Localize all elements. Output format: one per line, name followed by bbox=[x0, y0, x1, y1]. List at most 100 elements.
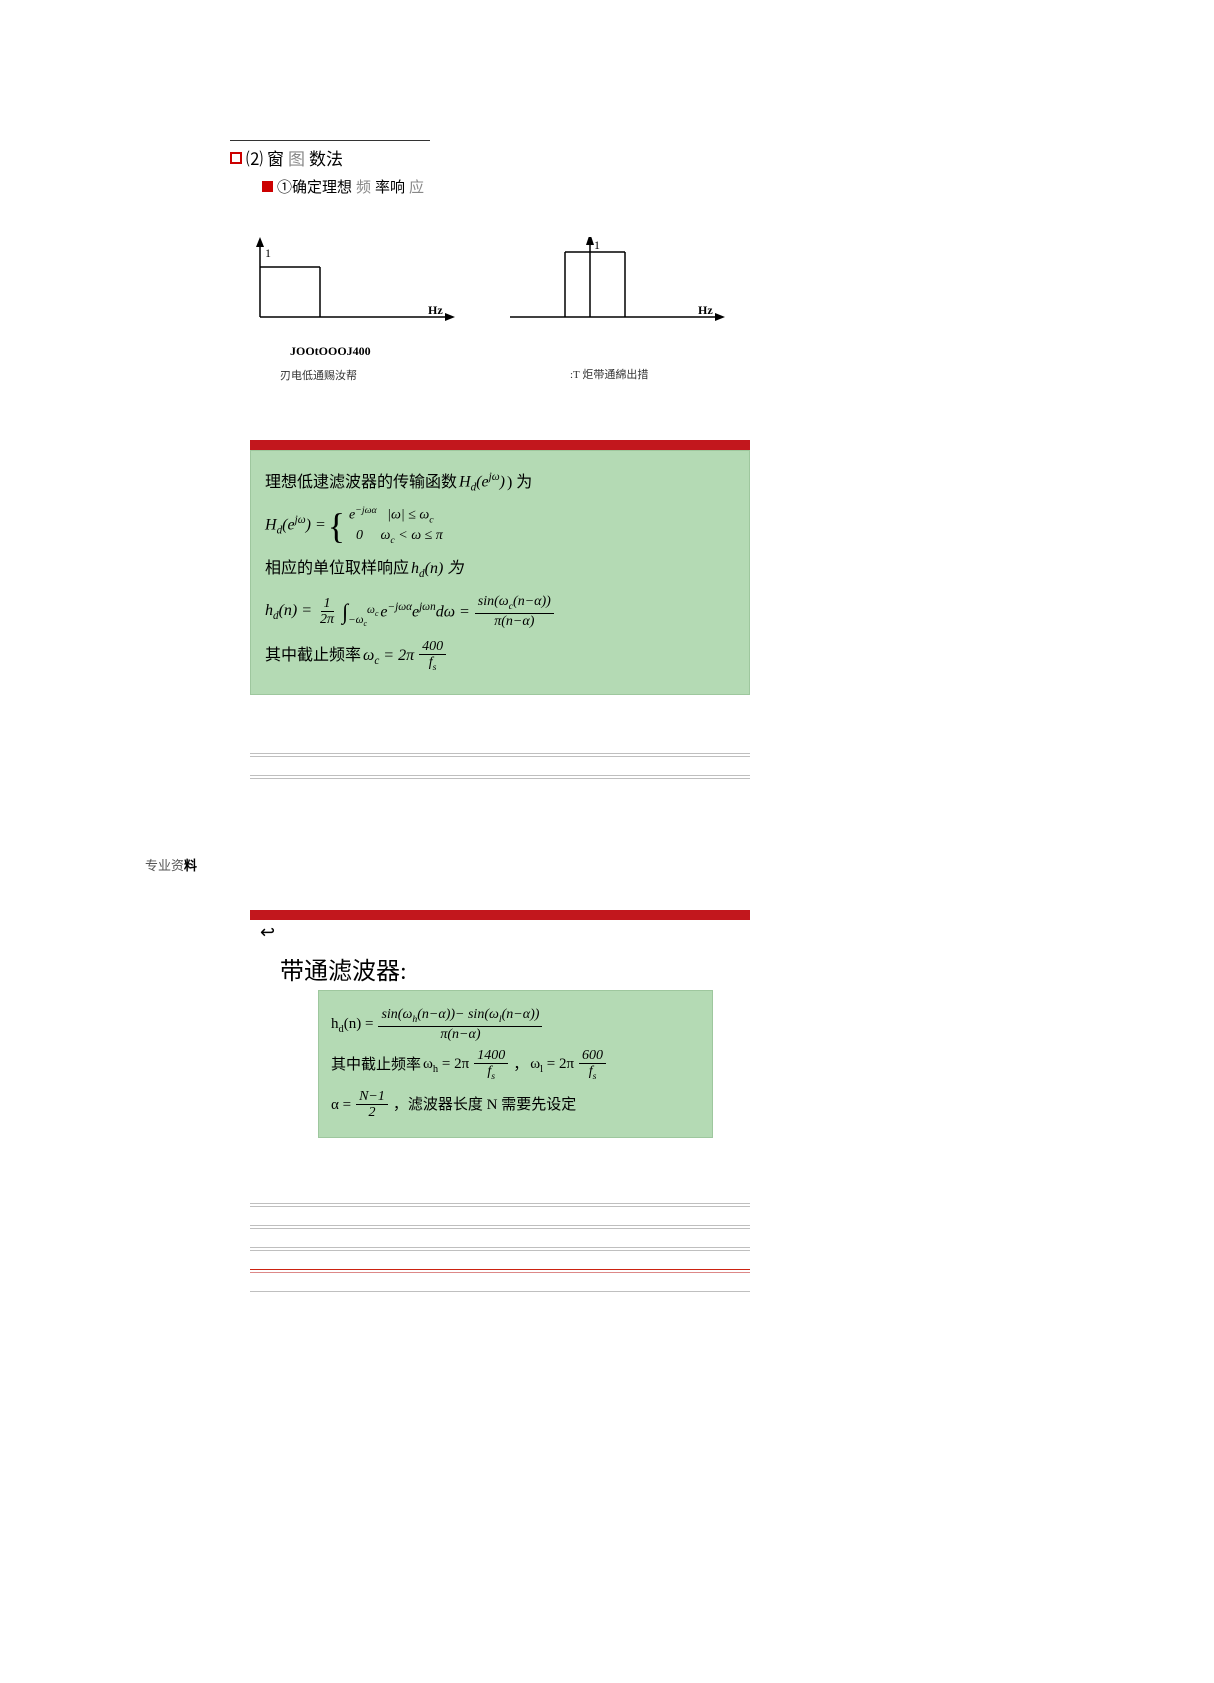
p1e1r2a: 0 bbox=[356, 528, 363, 543]
p1e3lhs: ω bbox=[363, 647, 374, 664]
p1e2ms1: −jωα bbox=[388, 601, 412, 613]
p1e2f1n: 1 bbox=[321, 596, 334, 612]
p1e2lo: −ωc bbox=[348, 614, 367, 626]
p1e1r1asup: −jωα bbox=[355, 505, 376, 516]
title-prefix: ⑵ bbox=[246, 145, 263, 170]
footer-label: 专业资料 bbox=[145, 855, 197, 874]
p1-l1c: (e bbox=[476, 473, 488, 490]
p1e2dw: dω = bbox=[436, 603, 470, 620]
solid-square-icon bbox=[262, 181, 273, 192]
p2e2blhs: ω bbox=[530, 1056, 540, 1072]
p2e2alhs: ω bbox=[423, 1056, 433, 1072]
p2sep: ， bbox=[513, 1051, 528, 1080]
p1l2c: (n) 为 bbox=[425, 560, 464, 577]
lowpass-bottom-text: JOOtOOOJ400 bbox=[290, 344, 470, 359]
title-main: 窗 bbox=[267, 145, 284, 170]
ruled-lines-1 bbox=[250, 745, 750, 779]
p2e2bn: 600 bbox=[579, 1048, 606, 1064]
panel1-redbar bbox=[250, 440, 750, 450]
p1e3eq: = 2π bbox=[379, 647, 414, 664]
title-grey: 图 bbox=[288, 145, 305, 170]
panel1-line1: 理想低逮滤波器的传输函数 Hd(ejω) ) 为 bbox=[265, 467, 735, 499]
ruled-lines-2 bbox=[250, 1195, 750, 1292]
lowpass-chart-block: 1 Hz JOOtOOOJ400 刃电低通赐汝帮 bbox=[240, 237, 470, 383]
p2e3d: 2 bbox=[365, 1105, 378, 1120]
lp-xlabel: Hz bbox=[428, 303, 443, 317]
p1e1-lhs: H bbox=[265, 517, 277, 534]
section-title: ⑵窗图数法 bbox=[230, 145, 800, 170]
p2e1d: π(n−α) bbox=[437, 1027, 483, 1042]
p1e3n: 400 bbox=[419, 639, 446, 655]
p1e1-arg: (e bbox=[282, 517, 294, 534]
p1e2m1: e bbox=[380, 603, 387, 620]
lowpass-chart: 1 Hz bbox=[240, 237, 470, 337]
p2e2bds: s bbox=[593, 1071, 597, 1082]
p1e2hi: ωc bbox=[367, 604, 378, 616]
p1-l1b: H bbox=[459, 473, 471, 490]
p1l3: 其中截止频率 bbox=[265, 641, 361, 671]
panel1-line3: 其中截止频率 ωc = 2π 400fs bbox=[265, 639, 735, 674]
formula-panel-bandpass: ↩ 带通滤波器: hd(n) = sin(ωh(n−α))− sin(ωl(n−… bbox=[250, 910, 750, 1138]
charts-row: 1 Hz JOOtOOOJ400 刃电低通赐汝帮 1 Hz :T 炬带通綿出措 bbox=[240, 237, 800, 383]
p1-l1a: 理想低逮滤波器的传输函数 bbox=[265, 468, 457, 498]
p1e1r2c: < ω ≤ π bbox=[395, 528, 443, 543]
bandpass-chart-block: 1 Hz :T 炬带通綿出措 bbox=[510, 237, 740, 383]
p1e1-close: ) = bbox=[306, 517, 326, 534]
bandpass-chart: 1 Hz bbox=[510, 237, 740, 337]
panel2-title: 带通滤波器: bbox=[250, 943, 750, 990]
bp-ylabel: 1 bbox=[594, 238, 600, 252]
p2e3n: N−1 bbox=[356, 1089, 388, 1105]
sub-grey2: 应 bbox=[409, 176, 424, 197]
p1e2f2n: sin(ω bbox=[478, 594, 509, 609]
panel2-eq3: α = N−12 ，滤波器长度 N 需要先设定 bbox=[331, 1089, 700, 1121]
sub-prefix: ①确定理想 bbox=[277, 176, 352, 197]
sub-grey1: 频 bbox=[356, 176, 371, 197]
p1e2arg: (n) = bbox=[279, 602, 312, 619]
lp-ylabel: 1 bbox=[265, 246, 271, 260]
document-page: ⑵窗图数法 ①确定理想频率响应 1 Hz JOOtOOOJ400 刃电低通赐汝帮 bbox=[230, 140, 800, 383]
panel2-body: hd(n) = sin(ωh(n−α))− sin(ωl(n−α)) π(n−α… bbox=[318, 990, 713, 1138]
p2e1nc: (n−α)) bbox=[502, 1007, 540, 1022]
bandpass-caption: :T 炬带通綿出措 bbox=[570, 366, 740, 382]
p2e2an: 1400 bbox=[474, 1048, 508, 1064]
p1-l1d: ) 为 bbox=[507, 468, 532, 498]
subsection-title: ①确定理想频率响应 bbox=[262, 176, 800, 197]
sub-mid: 率响 bbox=[375, 176, 405, 197]
left-brace-icon: { bbox=[328, 510, 345, 542]
p1e3ds: s bbox=[433, 662, 437, 673]
panel2-redbar bbox=[250, 910, 750, 920]
p1e2ms2: jωn bbox=[419, 601, 436, 613]
formula-panel-lowpass: 理想低逮滤波器的传输函数 Hd(ejω) ) 为 Hd(ejω) = { e−j… bbox=[250, 440, 750, 695]
hollow-square-icon bbox=[230, 152, 242, 164]
title-rule bbox=[230, 140, 430, 141]
p2e2beq: = 2π bbox=[543, 1056, 574, 1072]
bp-xlabel: Hz bbox=[698, 303, 713, 317]
p2e1na: sin(ω bbox=[381, 1007, 412, 1022]
p1e1r1b: |ω| ≤ ω bbox=[387, 507, 429, 522]
footer-b: 料 bbox=[184, 858, 197, 873]
p1l2b: h bbox=[411, 560, 419, 577]
p2e1arg: (n) = bbox=[344, 1016, 374, 1032]
return-arrow-icon: ↩ bbox=[260, 922, 275, 943]
panel1-eq1: Hd(ejω) = { e−jωα |ω| ≤ ωc 0 ωc < ω ≤ π bbox=[265, 505, 735, 548]
p2e3tail: ，滤波器长度 N 需要先设定 bbox=[393, 1091, 576, 1120]
p1e1r2b: ω bbox=[381, 528, 391, 543]
panel2-line2: 其中截止频率 ωh = 2π 1400fs ， ωl = 2π 600fs bbox=[331, 1048, 700, 1083]
p1e2f2n2: (n−α)) bbox=[513, 594, 551, 609]
panel2-eq1: hd(n) = sin(ωh(n−α))− sin(ωl(n−α)) π(n−α… bbox=[331, 1007, 700, 1042]
panel1-eq2: hd(n) = 12π ∫−ωcωc e−jωαejωndω = sin(ωc(… bbox=[265, 591, 735, 633]
panel1-body: 理想低逮滤波器的传输函数 Hd(ejω) ) 为 Hd(ejω) = { e−j… bbox=[250, 450, 750, 695]
lowpass-caption: 刃电低通赐汝帮 bbox=[280, 367, 470, 383]
p2e3lhs: α = bbox=[331, 1091, 351, 1120]
p2e2aeq: = 2π bbox=[438, 1056, 469, 1072]
p1e2f2d: π(n−α) bbox=[491, 614, 537, 629]
panel1-line2: 相应的单位取样响应 hd(n) 为 bbox=[265, 554, 735, 585]
p1e2m2: e bbox=[412, 603, 419, 620]
p1e2lhs: h bbox=[265, 602, 273, 619]
p1l2: 相应的单位取样响应 bbox=[265, 554, 409, 584]
p1e2f1d: 2π bbox=[317, 612, 337, 627]
p1e1-sup: jω bbox=[295, 514, 306, 526]
footer-a: 专业资 bbox=[145, 858, 184, 873]
p2l2: 其中截止频率 bbox=[331, 1051, 421, 1080]
p2e1lhs: h bbox=[331, 1016, 339, 1032]
